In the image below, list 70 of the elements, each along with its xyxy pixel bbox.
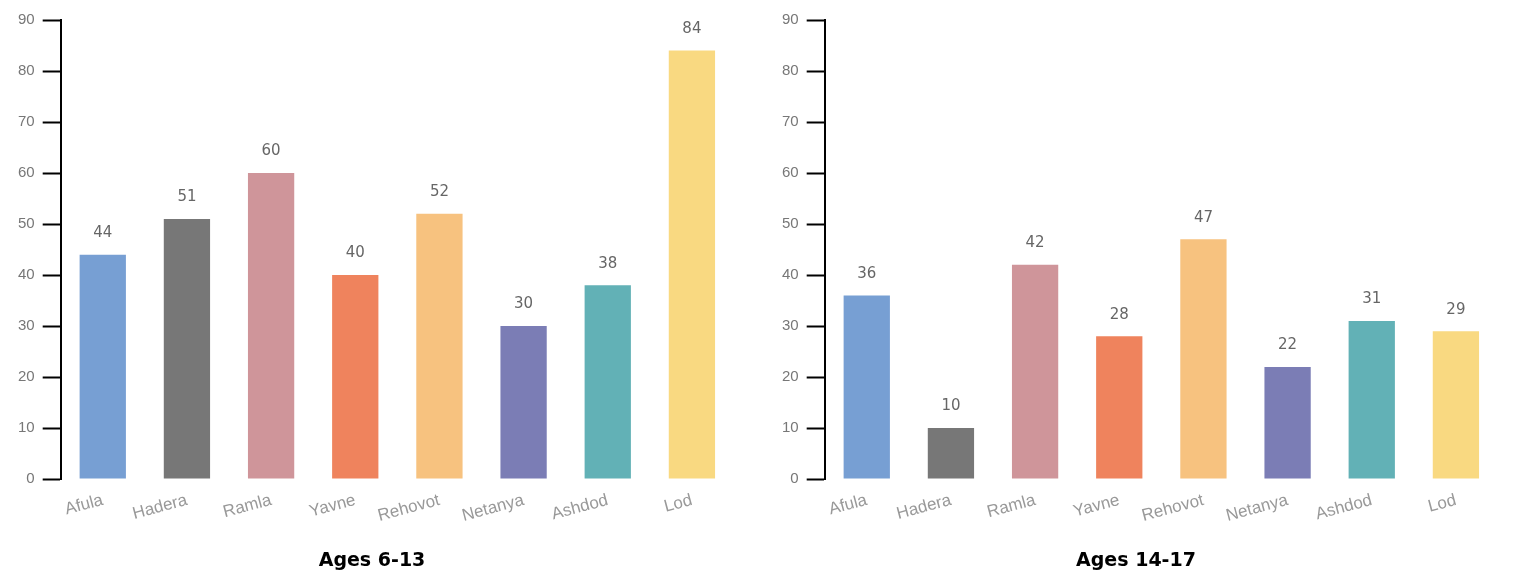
bar	[247, 173, 295, 479]
x-tick-label: Lod	[661, 490, 695, 516]
bar	[416, 213, 463, 479]
text: Ages 14-17	[1076, 547, 1196, 570]
bar	[668, 50, 716, 479]
bar	[1180, 239, 1227, 479]
y-tick-label: 10	[782, 418, 799, 436]
x-tick-label: Yavne	[1071, 490, 1122, 521]
data-label: 28	[1109, 304, 1129, 323]
data-label: 47	[1193, 207, 1213, 226]
x-tick-label: Ashdod	[549, 490, 610, 524]
y-tick-label: 40	[18, 265, 35, 283]
data-label: 60	[261, 141, 281, 160]
bar	[163, 218, 211, 479]
x-tick-label: Netanya	[459, 489, 527, 525]
data-label: 36	[857, 263, 877, 282]
y-tick-label: 70	[18, 112, 35, 130]
x-tick-label: Afula	[62, 489, 106, 519]
y-tick-label: 0	[26, 469, 35, 487]
x-tick-label: Yavne	[307, 490, 358, 521]
data-label: 44	[93, 223, 113, 242]
x-tick-label: Ashdod	[1313, 490, 1374, 524]
x-tick-label: Afula	[826, 489, 870, 519]
bar	[332, 275, 379, 479]
y-tick-label: 40	[782, 265, 799, 283]
x-tick-label: Ramla	[220, 489, 274, 522]
y-tick-label: 90	[18, 10, 35, 28]
data-label: 22	[1278, 335, 1298, 354]
data-label: 42	[1025, 233, 1045, 252]
y-tick-label: 50	[782, 214, 799, 232]
y-tick-label: 0	[790, 469, 799, 487]
y-tick-label: 20	[782, 367, 799, 385]
y-tick-label: 60	[782, 163, 799, 181]
bar	[500, 326, 547, 479]
bar	[1432, 331, 1480, 479]
data-label: 51	[177, 187, 197, 206]
bar	[584, 285, 631, 479]
data-label: 84	[682, 19, 702, 37]
y-tick-label: 20	[18, 367, 35, 385]
data-label: 38	[598, 253, 618, 272]
data-label: 10	[941, 396, 961, 415]
bar	[1348, 320, 1395, 479]
data-label: 31	[1362, 289, 1382, 308]
y-tick-label: 80	[782, 61, 799, 79]
x-tick-label: Rehovot	[1139, 489, 1206, 525]
bar	[1096, 336, 1143, 479]
x-tick-label: Lod	[1425, 490, 1459, 516]
y-tick-label: 50	[18, 214, 35, 232]
x-tick-label: Rehovot	[375, 489, 442, 525]
data-label: 30	[514, 294, 534, 313]
bar	[843, 295, 890, 479]
x-tick-label: Hadera	[894, 489, 954, 523]
y-tick-label: 30	[782, 316, 799, 334]
y-tick-label: 30	[18, 316, 35, 334]
y-tick-label: 90	[782, 10, 799, 28]
bar	[1011, 264, 1059, 479]
bar	[1264, 366, 1311, 479]
y-tick-label: 10	[18, 418, 35, 436]
x-tick-label: Ramla	[984, 489, 1038, 522]
x-tick-label: Hadera	[130, 489, 190, 523]
bar	[927, 428, 975, 479]
bar	[79, 254, 126, 479]
text: Ages 6-13	[318, 547, 426, 570]
y-tick-label: 70	[782, 112, 799, 130]
y-tick-label: 80	[18, 61, 35, 79]
data-label: 29	[1446, 299, 1466, 318]
data-label: 40	[345, 243, 365, 262]
data-label: 52	[429, 182, 449, 201]
y-tick-label: 60	[18, 163, 35, 181]
x-tick-label: Netanya	[1223, 489, 1291, 525]
